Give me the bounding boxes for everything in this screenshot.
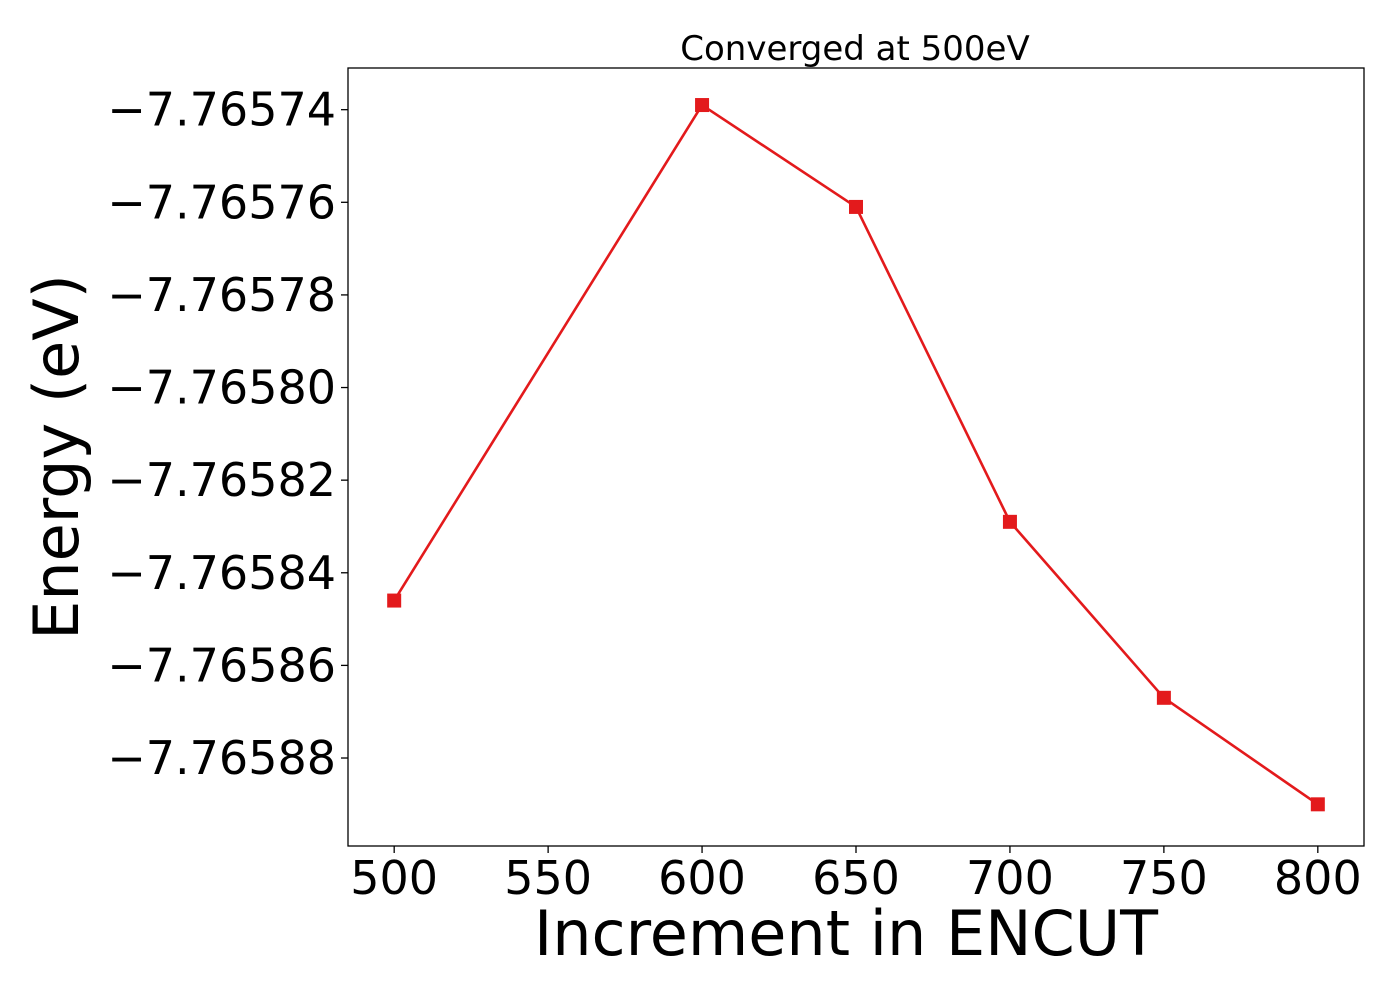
data-point-marker: [849, 199, 863, 214]
y-tick-label: −7.76574: [107, 83, 336, 137]
y-tick-label: −7.76584: [107, 546, 336, 600]
x-axis-label: Increment in ENCUT: [534, 897, 1159, 970]
y-tick-label: −7.76580: [107, 361, 336, 415]
x-tick-label: 500: [350, 851, 438, 905]
series-line: [393, 103, 1319, 806]
y-axis-label: Energy (eV): [20, 274, 93, 640]
data-point-marker: [387, 593, 402, 608]
data-point-marker: [695, 98, 710, 113]
y-tick-label: −7.76582: [107, 453, 336, 507]
x-tick-label: 750: [1120, 851, 1208, 905]
y-tick-label: −7.76576: [107, 175, 336, 229]
x-tick-label: 550: [504, 851, 592, 905]
x-tick-label: 800: [1274, 851, 1362, 905]
x-tick-label: 600: [658, 851, 746, 905]
x-tick-label: 650: [812, 851, 900, 905]
chart-title: Converged at 500eV: [680, 29, 1029, 69]
plot-area: 500 550 600 650 700 750 800 −7.76574 −7.76576 −7.…: [107, 67, 1365, 905]
data-point-marker: [1156, 690, 1171, 705]
data-point-marker: [1310, 797, 1325, 812]
x-tick-label: 700: [966, 851, 1054, 905]
y-tick-label: −7.76588: [107, 731, 336, 785]
y-tick-label: −7.76578: [107, 268, 336, 322]
y-tick-label: −7.76586: [107, 638, 336, 692]
data-point-marker: [1002, 514, 1017, 529]
